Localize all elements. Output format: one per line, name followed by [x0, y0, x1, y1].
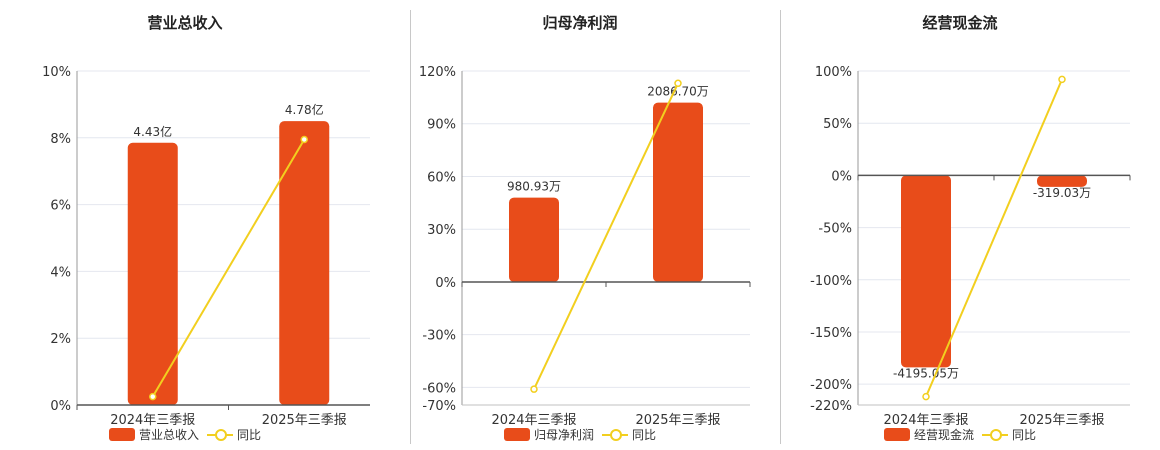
y-tick-label: 30% [427, 223, 456, 238]
legend-item-line[interactable]: 同比 [982, 426, 1036, 443]
x-tick-label: 2024年三季报 [883, 413, 968, 428]
legend-label: 同比 [632, 428, 657, 442]
net-profit-chart: -70% -60% -30% 0% 30% 60% 90% 120% 980.93万 2086.7… [419, 65, 751, 428]
line-swatch-icon [602, 428, 628, 441]
chart-title: 经营现金流 [922, 14, 998, 32]
x-tick-label: 2025年三季报 [262, 413, 347, 428]
chart-panel-revenue: 营业总收入 0% 2% 4% 6% 8% 10% 4.43亿 4.78亿 2024年三季报 202… [0, 0, 370, 450]
y-tick-label: 90% [427, 118, 456, 133]
bar-swatch-icon [883, 428, 910, 441]
y-tick-label: 60% [427, 170, 456, 185]
bar-1 [509, 197, 559, 282]
y-tick-label: 10% [42, 65, 71, 80]
legend-label: 同比 [237, 428, 262, 442]
bar-swatch-icon [108, 428, 135, 441]
chart-title: 归母净利润 [542, 14, 618, 32]
bar-data-label: 4.78亿 [285, 102, 324, 117]
bar-data-label: 980.93万 [507, 180, 561, 194]
chart-legend: 营业总收入 同比 [0, 426, 370, 443]
bar-2 [279, 121, 330, 405]
y-tick-label: -200% [810, 378, 852, 393]
bar-data-label: -4195.05万 [893, 366, 959, 380]
legend-item-line[interactable]: 同比 [207, 426, 261, 443]
y-tick-label: -30% [422, 329, 456, 344]
legend-label: 同比 [1012, 428, 1037, 442]
legend-item-line[interactable]: 同比 [602, 426, 656, 443]
bar-data-label: -319.03万 [1033, 186, 1091, 200]
chart-panel-cash-flow: 经营现金流 -220% -200% -150% -100% -50% 0% 50% 100% -… [775, 0, 1145, 450]
chart-legend: 归母净利润 同比 [395, 426, 765, 443]
x-tick-label: 2025年三季报 [1019, 413, 1104, 428]
bar-data-label: 4.43亿 [133, 124, 172, 139]
yoy-point-1 [149, 392, 157, 401]
bar-swatch-icon [503, 428, 530, 441]
yoy-point-2 [1058, 75, 1066, 84]
y-tick-label: 4% [50, 265, 71, 280]
y-tick-label: 0% [831, 169, 852, 184]
y-tick-label: -150% [810, 326, 852, 341]
y-tick-label: 6% [50, 199, 71, 214]
y-tick-label: -220% [810, 399, 852, 414]
chart-panel-net-profit: 归母净利润 -70% -60% -30% 0% 30% 60% 90% 120% 980.93万… [395, 0, 765, 450]
y-tick-label: 8% [50, 132, 71, 147]
chart-title: 营业总收入 [147, 14, 223, 32]
y-tick-label: -60% [422, 381, 456, 396]
yoy-line [533, 82, 679, 390]
chart-legend: 经营现金流 同比 [775, 426, 1145, 443]
bar-2 [653, 102, 703, 282]
panel-divider [410, 10, 411, 444]
legend-item-bar[interactable]: 归母净利润 [503, 426, 594, 443]
revenue-chart: 0% 2% 4% 6% 8% 10% 4.43亿 4.78亿 2024年三季报 2025年三季报 [42, 65, 370, 428]
y-tick-label: 50% [823, 117, 852, 132]
y-tick-label: 120% [419, 65, 456, 80]
y-tick-label: 0% [50, 399, 71, 414]
legend-label: 归母净利润 [533, 428, 594, 442]
y-tick-label: 0% [435, 276, 456, 291]
y-tick-label: 100% [815, 65, 852, 80]
legend-label: 营业总收入 [138, 428, 199, 442]
cash-flow-chart: -220% -200% -150% -100% -50% 0% 50% 100% -4195.0… [810, 65, 1131, 428]
bar-1 [901, 175, 951, 368]
bar-data-label: 2086.70万 [647, 85, 709, 99]
x-tick-label: 2025年三季报 [635, 413, 720, 428]
yoy-point-2 [674, 79, 682, 88]
legend-item-bar[interactable]: 营业总收入 [108, 426, 199, 443]
yoy-point-1 [530, 385, 538, 393]
yoy-line [151, 138, 306, 398]
y-tick-label: 2% [50, 332, 71, 347]
x-tick-label: 2024年三季报 [110, 413, 195, 428]
y-tick-label: -50% [818, 222, 852, 237]
legend-label: 经营现金流 [913, 428, 974, 442]
legend-item-bar[interactable]: 经营现金流 [883, 426, 974, 443]
y-tick-label: -100% [810, 274, 852, 289]
bar-2 [1037, 175, 1087, 187]
bar-1 [127, 142, 178, 405]
panel-divider [780, 10, 781, 444]
line-swatch-icon [982, 428, 1008, 441]
yoy-line [925, 78, 1063, 398]
yoy-point-1 [922, 392, 930, 401]
x-tick-label: 2024年三季报 [491, 413, 576, 428]
line-swatch-icon [207, 428, 233, 441]
yoy-point-2 [300, 135, 308, 144]
y-tick-label: -70% [422, 399, 456, 414]
